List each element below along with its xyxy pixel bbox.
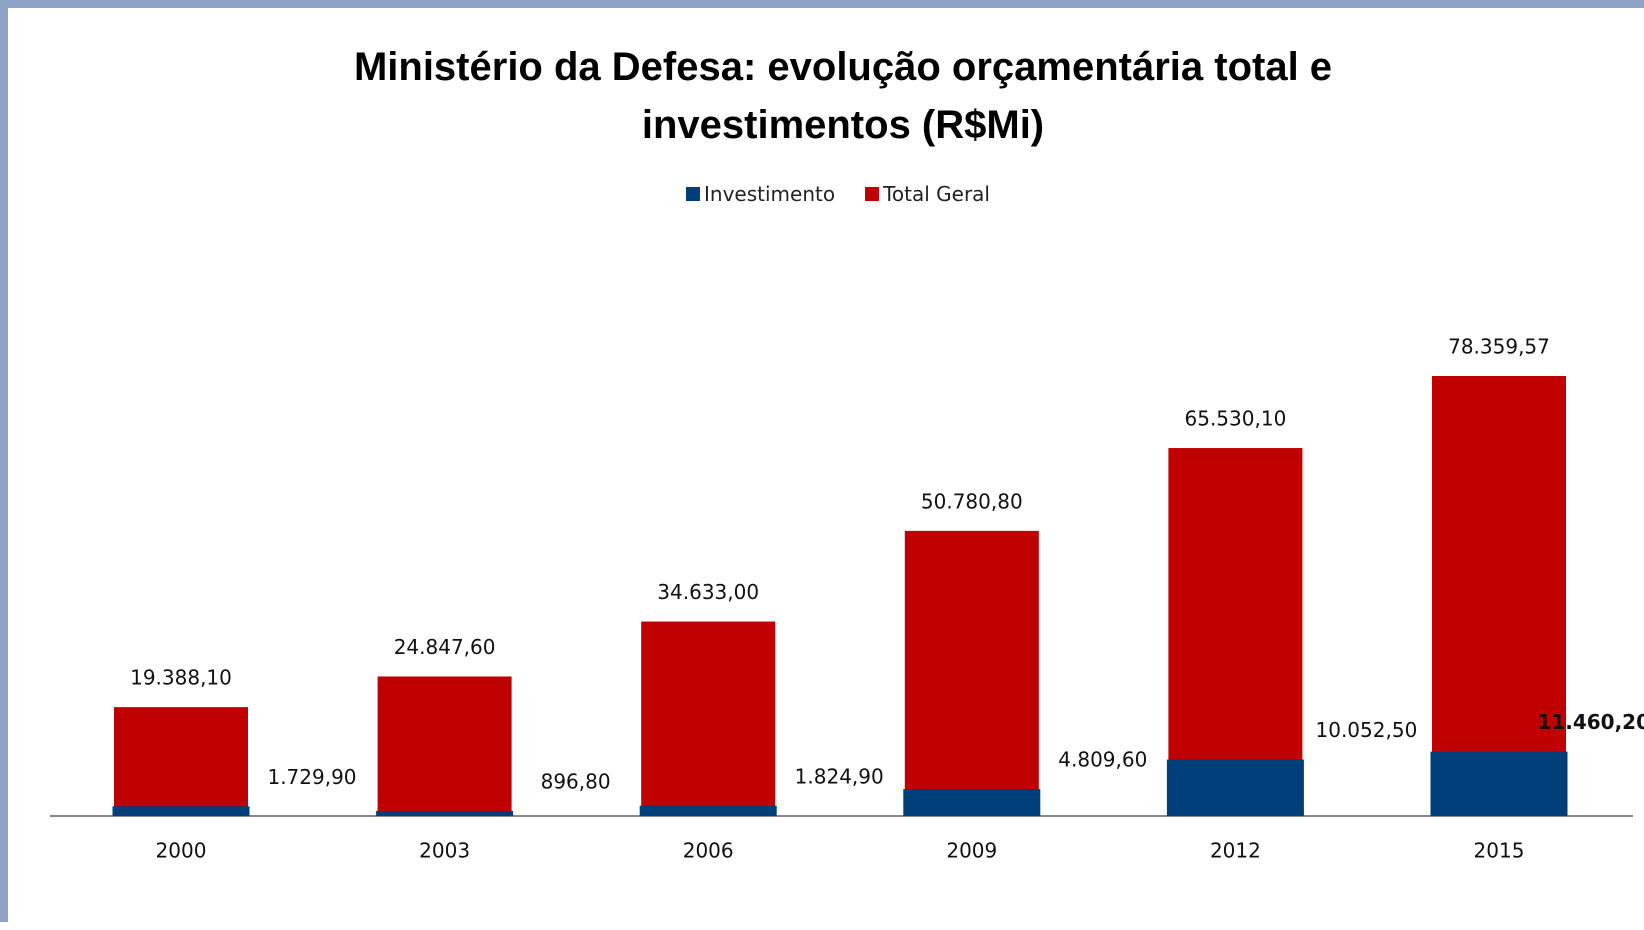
x-tick-label: 2006: [683, 839, 734, 863]
data-label: 50.780,80: [921, 489, 1023, 513]
x-tick-label: 2003: [419, 839, 470, 863]
data-label: 896,80: [541, 769, 611, 793]
data-label: 34.633,00: [657, 580, 759, 604]
data-label: 19.388,10: [130, 666, 232, 690]
bar: [1166, 759, 1304, 816]
x-tick-label: 2012: [1210, 839, 1261, 863]
legend-item: Total Geral: [865, 182, 990, 206]
data-label: 1.824,90: [795, 764, 884, 788]
bar: [904, 530, 1039, 816]
bar: [114, 707, 248, 816]
data-label: 24.847,60: [394, 635, 496, 659]
data-label: 65.530,10: [1185, 407, 1287, 431]
data-label: 1.729,90: [267, 765, 356, 789]
legend-swatch: [865, 187, 880, 201]
legend-item: Investimento: [686, 182, 835, 206]
bar: [903, 788, 1041, 816]
data-label: 78.359,57: [1448, 335, 1550, 359]
legend-swatch: [686, 187, 700, 201]
x-tick-label: 2015: [1474, 839, 1525, 863]
bar: [639, 805, 777, 816]
data-label: 10.052,50: [1316, 718, 1418, 742]
bar: [376, 810, 514, 816]
bar: [1430, 751, 1568, 816]
legend-label: Total Geral: [883, 182, 990, 206]
x-tick-label: 2009: [946, 839, 997, 863]
bar: [1168, 448, 1303, 816]
bar: [1432, 376, 1566, 816]
bar: [377, 676, 512, 816]
data-label: 4.809,60: [1058, 747, 1147, 771]
data-label: 11.460,20: [1537, 710, 1644, 734]
legend: Investimento Total Geral: [8, 182, 1644, 206]
legend-label: Investimento: [704, 182, 836, 206]
chart: 2000 2003 2006 2009 2012 2015 19.388,10 24.847,…: [50, 335, 1644, 863]
bar: [112, 806, 250, 816]
bar: [641, 621, 776, 816]
chart-title: Ministério da Defesa: evolução orçamentá…: [353, 45, 1333, 147]
x-tick-label: 2000: [156, 839, 207, 863]
